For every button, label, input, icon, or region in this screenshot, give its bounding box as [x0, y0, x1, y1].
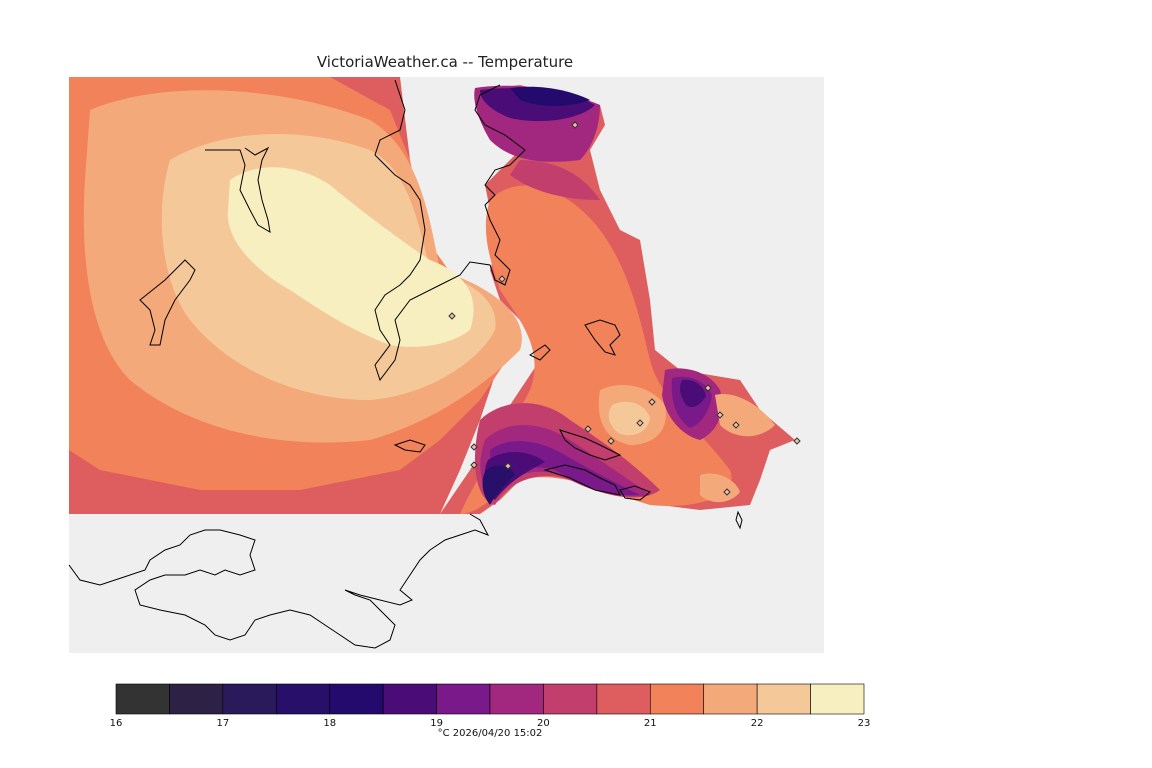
colorbar-swatch — [436, 683, 491, 715]
station-marker — [607, 437, 615, 445]
colorbar-swatch — [329, 683, 384, 715]
units-timestamp: °C 2026/04/20 15:02 — [437, 728, 543, 739]
colorbar-tick-label: 22 — [751, 718, 764, 729]
station-marker — [498, 275, 506, 283]
colorbar-tick-label: 17 — [216, 718, 229, 729]
station-marker — [704, 384, 712, 392]
colorbar-swatch — [489, 683, 544, 715]
colorbar-tick-label: 19 — [430, 718, 443, 729]
colorbar-swatch — [703, 683, 758, 715]
station-marker — [470, 443, 478, 451]
colorbar-swatch — [810, 683, 865, 715]
station-marker — [732, 421, 740, 429]
station-marker — [470, 461, 478, 469]
colorbar-tick-label: 21 — [644, 718, 657, 729]
station-marker — [504, 462, 512, 470]
colorbar-swatch — [115, 683, 170, 715]
map-title: VictoriaWeather.ca -- Temperature — [316, 53, 574, 71]
colorbar-ticks: 16 17 18 19 20 21 22 23 — [110, 718, 871, 729]
colorbar-swatch — [543, 683, 598, 715]
station-markers — [448, 121, 801, 496]
colorbar-swatch — [649, 683, 705, 715]
temperature-field-east — [440, 85, 795, 515]
colorbar-tick-label: 20 — [537, 718, 550, 729]
colorbar-swatch — [222, 683, 277, 715]
station-marker — [448, 312, 456, 320]
station-marker — [584, 425, 592, 433]
colorbar — [115, 683, 865, 715]
coastline — [68, 79, 743, 649]
colorbar-tick-label: 23 — [858, 718, 871, 729]
station-marker — [793, 437, 801, 445]
colorbar-swatch — [382, 683, 437, 715]
colorbar-swatch — [275, 683, 331, 715]
station-marker — [716, 411, 724, 419]
station-marker — [648, 398, 656, 406]
station-marker — [723, 488, 731, 496]
station-marker — [636, 419, 644, 427]
colorbar-swatch — [169, 683, 224, 715]
colorbar-tick-label: 18 — [323, 718, 336, 729]
colorbar-swatch — [756, 683, 811, 715]
station-marker — [571, 121, 579, 129]
colorbar-tick-label: 16 — [110, 718, 123, 729]
colorbar-swatch — [596, 683, 651, 715]
